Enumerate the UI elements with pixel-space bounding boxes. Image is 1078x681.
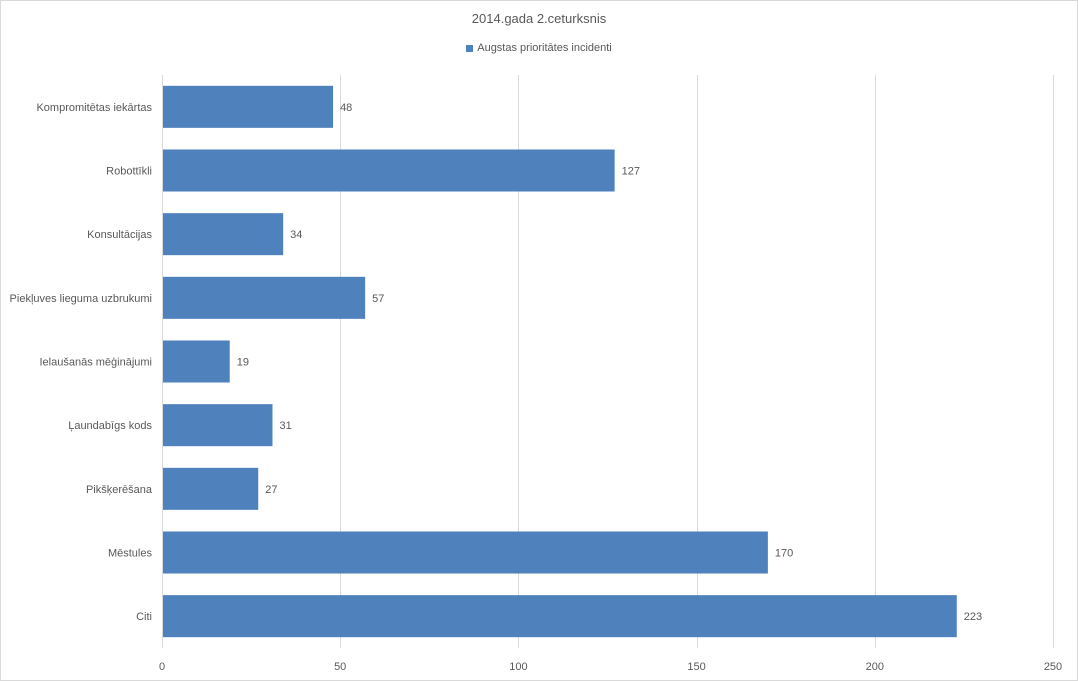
x-tick-label-250: 250 xyxy=(1044,661,1062,673)
category-label-2: Robottīkli xyxy=(106,166,152,178)
chart-title: 2014.gada 2.ceturksnis xyxy=(471,11,607,26)
bar-5 xyxy=(163,340,230,383)
data-label-5: 19 xyxy=(237,357,249,369)
data-label-6: 31 xyxy=(279,420,291,432)
x-tick-label-0: 0 xyxy=(159,661,165,673)
x-tick-label-100: 100 xyxy=(509,661,527,673)
data-label-1: 48 xyxy=(340,102,352,114)
category-label-7: Pikšķerēšana xyxy=(86,484,153,496)
data-label-9: 223 xyxy=(964,611,982,623)
legend-swatch xyxy=(466,44,474,52)
legend-label: Augstas prioritātes incidenti xyxy=(477,42,612,54)
x-tick-label-50: 50 xyxy=(334,661,346,673)
data-label-8: 170 xyxy=(775,548,793,560)
data-label-7: 27 xyxy=(265,484,277,496)
x-tick-label-200: 200 xyxy=(866,661,884,673)
bar-8 xyxy=(163,531,768,574)
bar-6 xyxy=(163,404,273,447)
data-label-4: 57 xyxy=(372,293,384,305)
category-label-4: Piekļuves lieguma uzbrukumi xyxy=(10,293,152,305)
category-label-5: Ielaušanās mēģinājumi xyxy=(39,356,152,369)
bar-9 xyxy=(163,595,957,638)
bar-2 xyxy=(163,149,615,192)
bar-3 xyxy=(163,213,284,256)
category-label-8: Mēstules xyxy=(108,548,153,560)
category-label-3: Konsultācijas xyxy=(87,229,152,241)
category-label-9: Citi xyxy=(136,611,152,623)
category-label-1: Kompromitētas iekārtas xyxy=(36,102,152,114)
category-label-6: Ļaundabīgs kods xyxy=(68,420,152,432)
bar-4 xyxy=(163,276,366,319)
bar-1 xyxy=(163,85,334,128)
bar-7 xyxy=(163,467,259,510)
legend: Augstas prioritātes incidenti xyxy=(1,42,1077,54)
data-label-2: 127 xyxy=(622,166,640,178)
x-tick-label-150: 150 xyxy=(687,661,705,673)
data-label-3: 34 xyxy=(290,229,302,241)
